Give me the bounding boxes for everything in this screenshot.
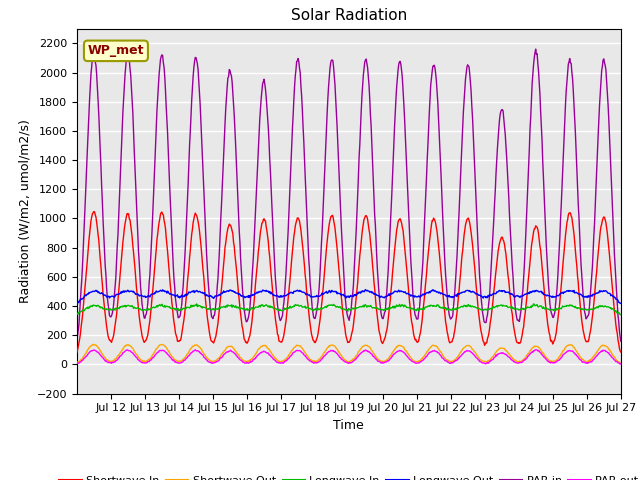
- X-axis label: Time: Time: [333, 419, 364, 432]
- Y-axis label: Radiation (W/m2, umol/m2/s): Radiation (W/m2, umol/m2/s): [18, 119, 31, 303]
- Text: WP_met: WP_met: [88, 44, 144, 57]
- Title: Solar Radiation: Solar Radiation: [291, 9, 407, 24]
- Legend: Shortwave In, Shortwave Out, Longwave In, Longwave Out, PAR in, PAR out: Shortwave In, Shortwave Out, Longwave In…: [55, 471, 640, 480]
